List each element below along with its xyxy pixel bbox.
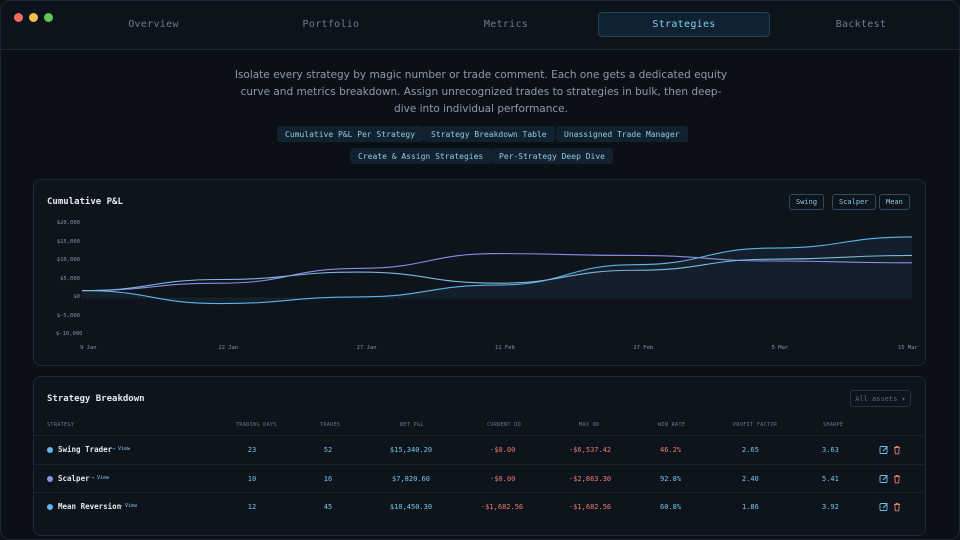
x-tick-label: 9 Jan — [80, 345, 97, 351]
tab-strategies[interactable]: Strategies — [598, 12, 770, 37]
col-header-strategy: STRATEGY — [47, 422, 75, 428]
current-dd-value: -$0.00 — [490, 446, 516, 454]
legend-toggle-scalper[interactable]: Scalper — [832, 194, 876, 210]
intro-description: Isolate every strategy by magic number o… — [234, 69, 728, 115]
tab-backtest[interactable]: Backtest — [835, 19, 887, 30]
breakdown-title: Strategy Breakdown — [47, 394, 145, 404]
x-tick-label: 15 Mar — [898, 345, 918, 351]
trading-days-value: 12 — [247, 503, 257, 511]
y-tick-label: $10,000 — [56, 257, 80, 263]
edit-icon[interactable] — [879, 502, 889, 512]
delete-icon[interactable] — [892, 502, 902, 512]
series-area-swing — [82, 236, 912, 304]
strategy-color-dot — [47, 504, 53, 510]
maximize-window-button[interactable] — [44, 13, 53, 22]
view-strategy-link[interactable]: → View — [119, 503, 138, 509]
current-dd-value: -$0.00 — [490, 475, 516, 483]
x-tick-label: 11 Feb — [495, 345, 515, 351]
feature-chip-breakdown-table: Strategy Breakdown Table — [423, 126, 555, 142]
series-line-scalper — [81, 253, 913, 292]
y-tick-label: $5,000 — [60, 275, 80, 282]
close-window-button[interactable] — [14, 13, 23, 22]
view-strategy-link[interactable]: → View — [112, 446, 131, 452]
y-tick-label: $15,000 — [56, 238, 80, 245]
max-dd-value: -$1,682.56 — [569, 503, 612, 511]
profit-factor-value: 2.65 — [742, 446, 759, 454]
sharpe-value: 5.41 — [822, 475, 839, 483]
strategy-name: Swing Trader — [58, 445, 113, 454]
col-header-win-rate: WIN RATE — [658, 422, 686, 428]
x-tick-label: 27 Feb — [633, 345, 654, 351]
asset-filter-select[interactable]: All assets ▾ — [850, 390, 911, 407]
net-pnl-value: $15,340.20 — [389, 446, 433, 454]
table-row[interactable]: Swing Trader → View 23 52 $15,340.20 -$0… — [34, 435, 925, 463]
x-tick-label: 5 Mar — [771, 345, 789, 351]
tab-overview[interactable]: Overview — [128, 19, 179, 30]
col-header-max-dd: MAX DD — [579, 422, 600, 428]
trades-value: 52 — [323, 446, 333, 454]
series-line-swing — [81, 236, 913, 305]
net-pnl-value: $7,820.60 — [392, 475, 430, 483]
sharpe-value: 3.92 — [822, 503, 839, 511]
y-tick-label: $0 — [73, 294, 80, 300]
delete-icon[interactable] — [892, 474, 902, 484]
x-tick-label: 27 Jan — [356, 345, 377, 351]
top-nav-bar: Overview Portfolio Metrics Strategies Ba… — [1, 1, 959, 50]
col-header-sharpe: SHARPE — [823, 422, 844, 428]
strategy-name: Scalper — [58, 474, 90, 483]
edit-icon[interactable] — [879, 445, 889, 455]
max-dd-value: -$2,863.30 — [569, 475, 612, 483]
col-header-trading-days: TRADING DAYS — [236, 422, 277, 428]
strategy-name: Mean Reversion — [58, 502, 122, 511]
net-pnl-value: $10,450.30 — [389, 503, 433, 511]
feature-chip-deep-dive: Per-Strategy Deep Dive — [491, 148, 613, 164]
win-rate-value: 46.2% — [660, 446, 682, 454]
profit-factor-value: 1.86 — [742, 503, 759, 511]
max-dd-value: -$6,537.42 — [569, 446, 612, 454]
table-row[interactable]: Mean Reversion → View 12 45 $10,450.30 -… — [34, 492, 925, 520]
col-header-net-pnl: NET P&L — [400, 422, 424, 428]
view-strategy-link[interactable]: → View — [91, 475, 110, 481]
win-rate-value: 60.8% — [660, 503, 682, 511]
trading-days-value: 10 — [247, 475, 257, 483]
col-header-trades: TRADES — [320, 422, 341, 428]
feature-chip-create-assign: Create & Assign Strategies — [350, 148, 492, 164]
table-row[interactable]: Scalper → View 10 16 $7,820.60 -$0.00 -$… — [34, 464, 925, 492]
legend-toggle-mean[interactable]: Mean — [879, 194, 910, 210]
edit-icon[interactable] — [879, 474, 889, 484]
feature-chip-unassigned-trades: Unassigned Trade Manager — [556, 126, 688, 142]
minimize-window-button[interactable] — [29, 13, 38, 22]
col-header-profit-factor: PROFIT FACTOR — [733, 422, 778, 428]
strategy-color-dot — [47, 447, 53, 453]
delete-icon[interactable] — [892, 445, 902, 455]
x-tick-label: 22 Jan — [218, 345, 239, 351]
y-tick-label: $-5,000 — [56, 312, 80, 319]
sharpe-value: 3.63 — [822, 446, 839, 454]
chart-title: Cumulative P&L — [47, 197, 123, 207]
series-line-mean — [81, 254, 913, 292]
y-tick-label: $20,000 — [56, 220, 80, 226]
tab-portfolio[interactable]: Portfolio — [302, 19, 360, 30]
legend-toggle-swing[interactable]: Swing — [789, 194, 825, 210]
trades-value: 45 — [323, 503, 333, 511]
cumulative-pnl-card: Cumulative P&L Swing Scalper Mean $20,00… — [33, 179, 926, 366]
win-rate-value: 92.8% — [660, 475, 682, 483]
tab-metrics[interactable]: Metrics — [483, 19, 529, 30]
trading-days-value: 23 — [247, 446, 257, 454]
feature-chip-cumulative-pnl: Cumulative P&L Per Strategy — [277, 126, 424, 142]
profit-factor-value: 2.40 — [742, 475, 759, 483]
pnl-line-chart — [81, 236, 913, 305]
current-dd-value: -$1,682.56 — [481, 503, 524, 511]
strategy-color-dot — [47, 476, 53, 482]
trades-value: 16 — [323, 475, 333, 483]
col-header-current-dd: CURRENT DD — [487, 422, 522, 428]
strategy-breakdown-card: Strategy Breakdown All assets ▾ STRATEGY… — [33, 376, 926, 536]
y-tick-label: $-10,000 — [56, 331, 83, 337]
